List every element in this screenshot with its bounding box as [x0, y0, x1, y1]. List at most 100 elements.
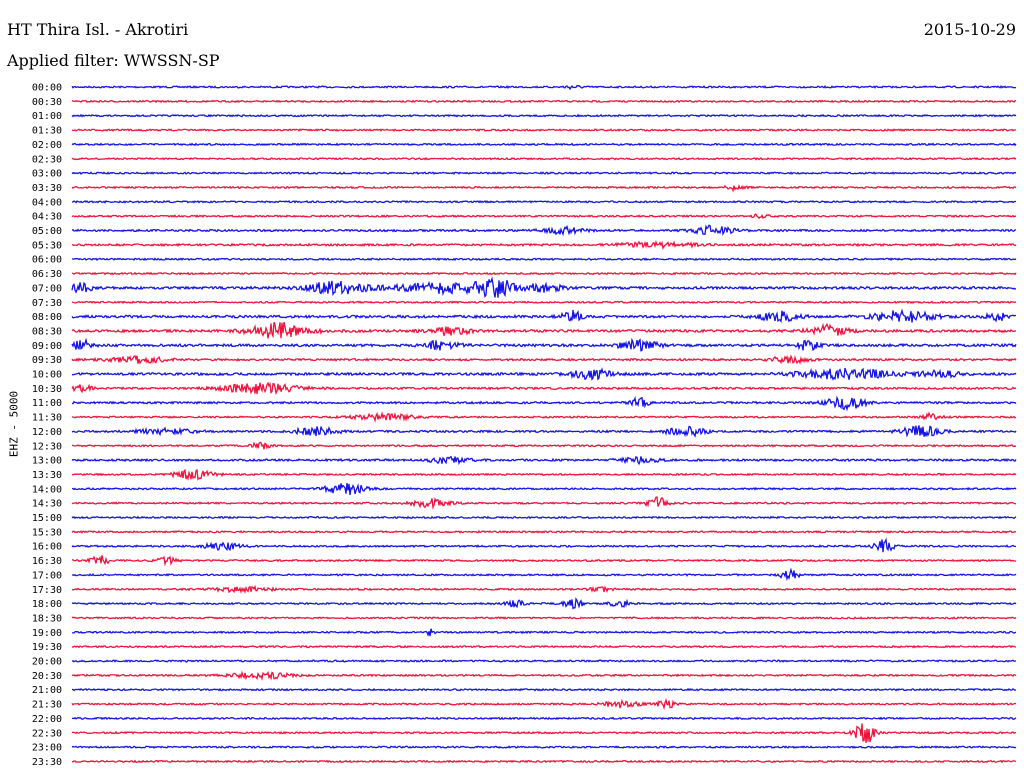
trace-line — [71, 171, 1017, 175]
time-label: 06:00 — [32, 255, 62, 266]
time-label: 09:00 — [32, 341, 62, 352]
trace-line — [71, 184, 1017, 193]
trace-line — [71, 496, 1017, 510]
trace-line — [71, 224, 1016, 237]
time-label: 15:30 — [32, 527, 62, 538]
trace-line — [71, 723, 1017, 744]
trace-line — [71, 515, 1017, 520]
time-label: 03:00 — [32, 169, 62, 180]
time-label: 11:30 — [32, 413, 62, 424]
time-label: 07:00 — [32, 283, 62, 294]
time-label: 07:30 — [32, 298, 62, 309]
trace-line — [71, 441, 1017, 450]
trace-line — [71, 616, 1017, 620]
time-label: 04:30 — [32, 212, 62, 223]
trace-line — [71, 698, 1017, 711]
time-label: 11:00 — [32, 398, 62, 409]
time-label: 01:30 — [32, 126, 62, 137]
trace-line — [71, 596, 1017, 610]
trace-line — [71, 411, 1017, 423]
trace-line — [71, 321, 1017, 339]
trace-line — [71, 659, 1016, 663]
time-label: 23:30 — [32, 757, 62, 768]
time-label: 18:00 — [32, 599, 62, 610]
time-label: 19:30 — [32, 642, 62, 653]
time-label: 08:00 — [32, 312, 62, 323]
time-label: 10:30 — [32, 384, 62, 395]
trace-line — [71, 271, 1017, 276]
time-label: 21:00 — [32, 685, 62, 696]
time-label: 17:30 — [32, 585, 62, 596]
trace-line — [71, 199, 1016, 204]
plot-date: 2015-10-29 — [923, 20, 1016, 39]
time-label: 22:30 — [32, 728, 62, 739]
filter-value: WWSSN-SP — [123, 51, 220, 70]
time-label: 19:00 — [32, 628, 62, 639]
trace-line — [71, 759, 1017, 764]
time-label: 13:00 — [32, 456, 62, 467]
trace-line — [71, 257, 1017, 262]
time-label: 01:00 — [32, 111, 62, 122]
time-label: 05:30 — [32, 240, 62, 251]
time-label: 13:30 — [32, 470, 62, 481]
time-label: 02:00 — [32, 140, 62, 151]
filter-line: Applied filter: WWSSN-SP — [7, 51, 220, 70]
trace-line — [71, 468, 1017, 481]
time-label: 17:00 — [32, 570, 62, 581]
time-label: 15:00 — [32, 513, 62, 524]
time-label: 00:30 — [32, 97, 62, 108]
time-label: 06:30 — [32, 269, 62, 280]
trace-line — [71, 555, 1017, 567]
trace-line — [71, 300, 1017, 305]
time-label: 02:30 — [32, 154, 62, 165]
trace-line — [71, 276, 1017, 299]
time-label: 14:00 — [32, 484, 62, 495]
time-label: 08:30 — [32, 326, 62, 337]
trace-line — [71, 644, 1017, 649]
time-label: 16:30 — [32, 556, 62, 567]
trace-line — [71, 128, 1017, 132]
trace-line — [71, 213, 1016, 220]
trace-line — [71, 308, 1017, 324]
time-label: 10:00 — [32, 370, 62, 381]
time-label: 23:00 — [32, 743, 62, 754]
time-label: 22:00 — [32, 714, 62, 725]
time-label: 05:00 — [32, 226, 62, 237]
trace-line — [71, 367, 1017, 381]
trace-line — [71, 99, 1017, 104]
time-label: 14:30 — [32, 499, 62, 510]
trace-line — [71, 455, 1017, 466]
filter-label: Applied filter: — [7, 51, 119, 70]
time-label: 18:30 — [32, 613, 62, 624]
trace-line — [71, 337, 1017, 352]
time-label: 16:00 — [32, 542, 62, 553]
trace-line — [71, 113, 1017, 118]
station-title: HT Thira Isl. - Akrotiri — [7, 20, 189, 39]
time-label: 12:00 — [32, 427, 62, 438]
trace-line — [71, 567, 1017, 582]
time-label: 12:30 — [32, 441, 62, 452]
trace-line — [71, 156, 1017, 161]
trace-line — [71, 142, 1017, 147]
trace-line — [71, 745, 1017, 749]
trace-line — [71, 483, 1017, 495]
time-label: 00:00 — [32, 83, 62, 94]
time-label: 09:30 — [32, 355, 62, 366]
trace-line — [71, 84, 1017, 91]
trace-line — [71, 381, 1016, 396]
trace-line — [71, 354, 1017, 365]
trace-line — [71, 628, 1017, 637]
trace-line — [71, 537, 1017, 553]
time-label: 20:30 — [32, 671, 62, 682]
trace-line — [71, 670, 1017, 682]
trace-line — [71, 584, 1017, 595]
trace-line — [71, 425, 1017, 438]
time-label: 03:30 — [32, 183, 62, 194]
trace-line — [71, 395, 1017, 412]
time-label: 20:00 — [32, 657, 62, 668]
trace-line — [71, 530, 1017, 534]
trace-line — [72, 239, 1017, 250]
trace-line — [71, 687, 1017, 692]
time-label: 04:00 — [32, 197, 62, 208]
